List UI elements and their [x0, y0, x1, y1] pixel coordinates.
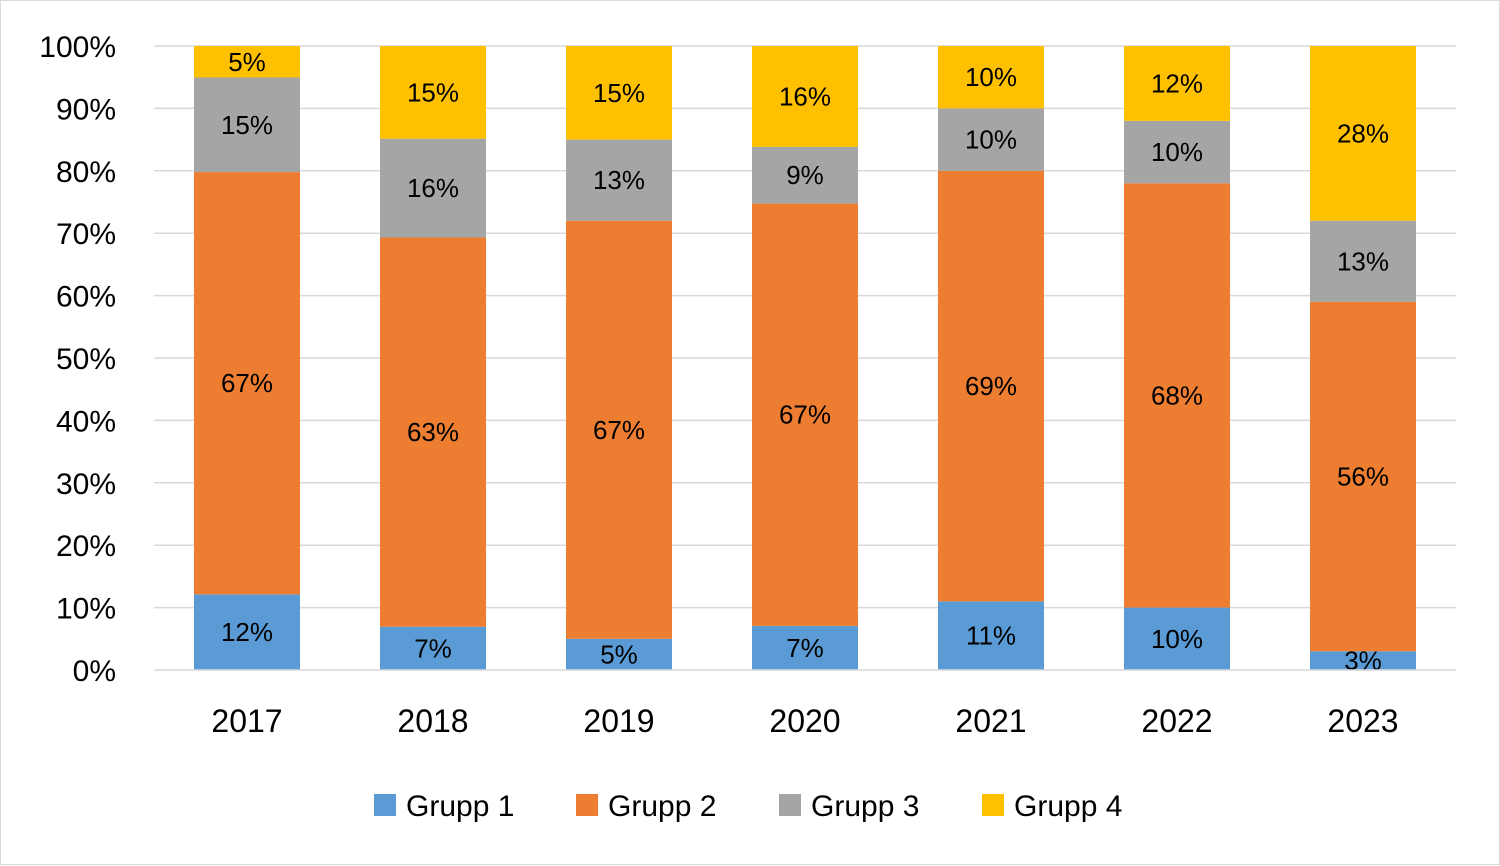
data-label: 68% — [1151, 380, 1203, 410]
bar-segment[interactable] — [1124, 46, 1230, 121]
bar-segment[interactable] — [380, 138, 486, 238]
bar-segment[interactable] — [566, 139, 672, 221]
data-label: 13% — [593, 165, 645, 195]
data-label: 10% — [1151, 624, 1203, 654]
legend-item[interactable]: Grupp 2 — [576, 790, 716, 823]
x-tick-label: 2020 — [769, 703, 840, 739]
data-label: 63% — [407, 417, 459, 447]
legend-item[interactable]: Grupp 4 — [982, 790, 1122, 823]
bar-segment[interactable] — [752, 625, 858, 670]
bar-segment[interactable] — [752, 46, 858, 147]
data-label: 10% — [965, 62, 1017, 92]
y-tick-label: 90% — [56, 93, 116, 126]
data-label: 67% — [593, 415, 645, 445]
data-label: 10% — [1151, 137, 1203, 167]
data-label: 15% — [593, 78, 645, 108]
x-tick-label: 2023 — [1327, 703, 1398, 739]
bar-segment[interactable] — [194, 594, 300, 670]
data-label: 13% — [1337, 246, 1389, 276]
y-axis-ticks: 0% 10% 20% 30% 40% 50% 60% 70% 80% 90% 100% — [39, 31, 116, 688]
y-tick-label: 70% — [56, 218, 116, 251]
legend-label: Grupp 2 — [608, 790, 716, 823]
legend-label: Grupp 4 — [1014, 790, 1122, 823]
data-label: 5% — [600, 639, 638, 669]
y-tick-label: 40% — [56, 405, 116, 438]
bar-segment[interactable] — [938, 601, 1044, 670]
bar-segment[interactable] — [380, 626, 486, 670]
data-label: 15% — [407, 77, 459, 107]
data-label: 16% — [779, 81, 831, 111]
data-label: 16% — [407, 173, 459, 203]
data-label: 3% — [1344, 646, 1382, 676]
y-tick-label: 60% — [56, 281, 116, 314]
bar-segment[interactable] — [566, 46, 672, 140]
y-tick-label: 10% — [56, 593, 116, 626]
y-tick-label: 50% — [56, 343, 116, 376]
bar-segment[interactable] — [938, 46, 1044, 109]
legend-swatch — [374, 794, 396, 816]
y-tick-label: 80% — [56, 156, 116, 189]
data-label: 12% — [221, 617, 273, 647]
data-label: 10% — [965, 125, 1017, 155]
bar-segment[interactable] — [1124, 183, 1230, 608]
bar-segment[interactable] — [752, 146, 858, 204]
bar-segment[interactable] — [566, 220, 672, 639]
data-label: 67% — [779, 400, 831, 430]
data-labels: 12% 67% 15% 5% 7% 63% 16% 15% 5% 67% 13% 15% 7% 67% 9%… — [221, 47, 1389, 676]
bar-segment[interactable] — [1124, 120, 1230, 184]
x-axis-ticks: 2017 2018 2019 2020 2021 2022 2023 — [211, 703, 1398, 739]
bar-segment[interactable] — [938, 170, 1044, 602]
bar-segment[interactable] — [938, 108, 1044, 171]
data-label: 7% — [414, 633, 452, 663]
data-label: 15% — [221, 110, 273, 140]
legend[interactable]: Grupp 1 Grupp 2 Grupp 3 Grupp 4 — [374, 790, 1122, 823]
x-tick-label: 2019 — [583, 703, 654, 739]
data-label: 11% — [966, 621, 1016, 651]
legend-swatch — [779, 794, 801, 816]
bar-segment[interactable] — [1310, 46, 1416, 221]
bars — [194, 46, 1416, 670]
bar-segment[interactable] — [380, 46, 486, 139]
y-tick-label: 0% — [73, 655, 116, 688]
bar-segment[interactable] — [194, 172, 300, 595]
legend-label: Grupp 1 — [406, 790, 514, 823]
bar-segment[interactable] — [194, 46, 300, 78]
y-tick-label: 30% — [56, 468, 116, 501]
legend-item[interactable]: Grupp 3 — [779, 790, 919, 823]
bar-segment[interactable] — [752, 203, 858, 626]
y-tick-label: 20% — [56, 530, 116, 563]
data-label: 56% — [1337, 462, 1389, 492]
legend-swatch — [982, 794, 1004, 816]
bar-segment[interactable] — [380, 237, 486, 627]
data-label: 5% — [228, 47, 266, 77]
bar-segment[interactable] — [566, 638, 672, 670]
data-label: 28% — [1337, 118, 1389, 148]
data-label: 69% — [965, 371, 1017, 401]
x-tick-label: 2021 — [955, 703, 1026, 739]
data-label: 67% — [221, 368, 273, 398]
x-tick-label: 2017 — [211, 703, 282, 739]
data-label: 12% — [1151, 68, 1203, 98]
data-label: 7% — [786, 633, 824, 663]
bar-segment[interactable] — [1124, 607, 1230, 670]
legend-item[interactable]: Grupp 1 — [374, 790, 514, 823]
legend-swatch — [576, 794, 598, 816]
legend-label: Grupp 3 — [811, 790, 919, 823]
bar-segment[interactable] — [1310, 651, 1416, 670]
data-label: 9% — [786, 160, 824, 190]
bar-segment[interactable] — [1310, 301, 1416, 652]
bar-segment[interactable] — [194, 77, 300, 173]
x-tick-label: 2018 — [397, 703, 468, 739]
x-tick-label: 2022 — [1141, 703, 1212, 739]
bar-segment[interactable] — [1310, 220, 1416, 302]
y-tick-label: 100% — [39, 31, 116, 64]
